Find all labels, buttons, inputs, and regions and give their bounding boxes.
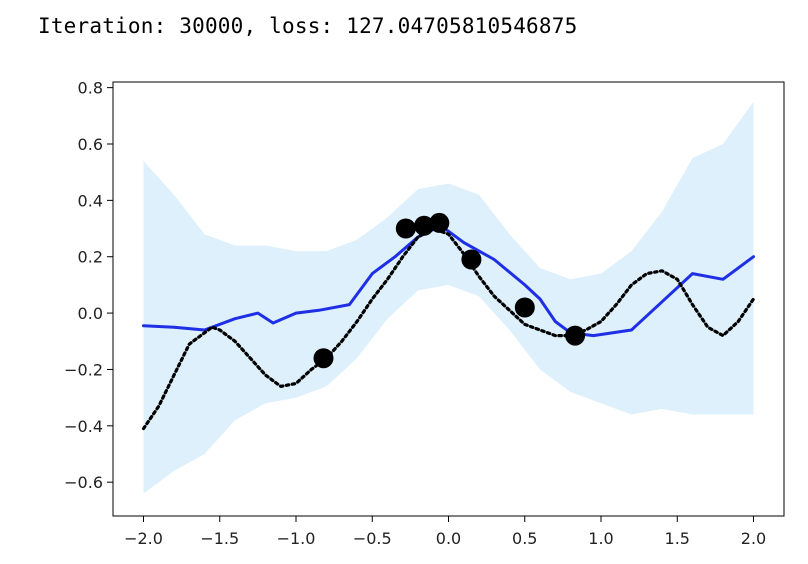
x-tick-label: 0.0 — [436, 529, 461, 548]
x-tick-label: 1.5 — [665, 529, 690, 548]
iteration-loss-heading: Iteration: 30000, loss: 127.047058105468… — [38, 14, 578, 38]
observed-point — [565, 325, 586, 346]
x-tick-label: 1.0 — [588, 529, 613, 548]
observed-points-layer — [313, 212, 586, 369]
y-tick-label: −0.4 — [64, 417, 103, 436]
y-tick-label: 0.4 — [78, 191, 103, 210]
observed-point — [395, 218, 416, 239]
observed-point — [461, 249, 482, 270]
x-tick-label: −1.5 — [200, 529, 239, 548]
observed-point — [514, 297, 535, 318]
x-axis: −2.0 −1.5 −1.0 −0.5 0.0 0.5 1.0 1.5 2.0 — [124, 516, 766, 548]
y-tick-label: 0.0 — [78, 304, 103, 323]
uncertainty-band — [143, 101, 754, 494]
y-tick-label: −0.2 — [64, 360, 103, 379]
x-tick-label: 2.0 — [741, 529, 766, 548]
y-tick-label: 0.8 — [78, 79, 103, 98]
observed-point — [414, 215, 435, 236]
observed-point — [313, 348, 334, 369]
y-axis: −0.6 −0.4 −0.2 0.0 0.2 0.4 0.6 0.8 — [64, 79, 113, 492]
x-tick-label: −2.0 — [124, 529, 163, 548]
x-tick-label: 0.5 — [512, 529, 537, 548]
observed-point — [429, 212, 450, 233]
y-tick-label: 0.2 — [78, 248, 103, 267]
y-tick-label: 0.6 — [78, 135, 103, 154]
y-tick-label: −0.6 — [64, 473, 103, 492]
x-tick-label: −0.5 — [353, 529, 392, 548]
uncertainty-band-layer — [143, 101, 754, 494]
x-tick-label: −1.0 — [277, 529, 316, 548]
